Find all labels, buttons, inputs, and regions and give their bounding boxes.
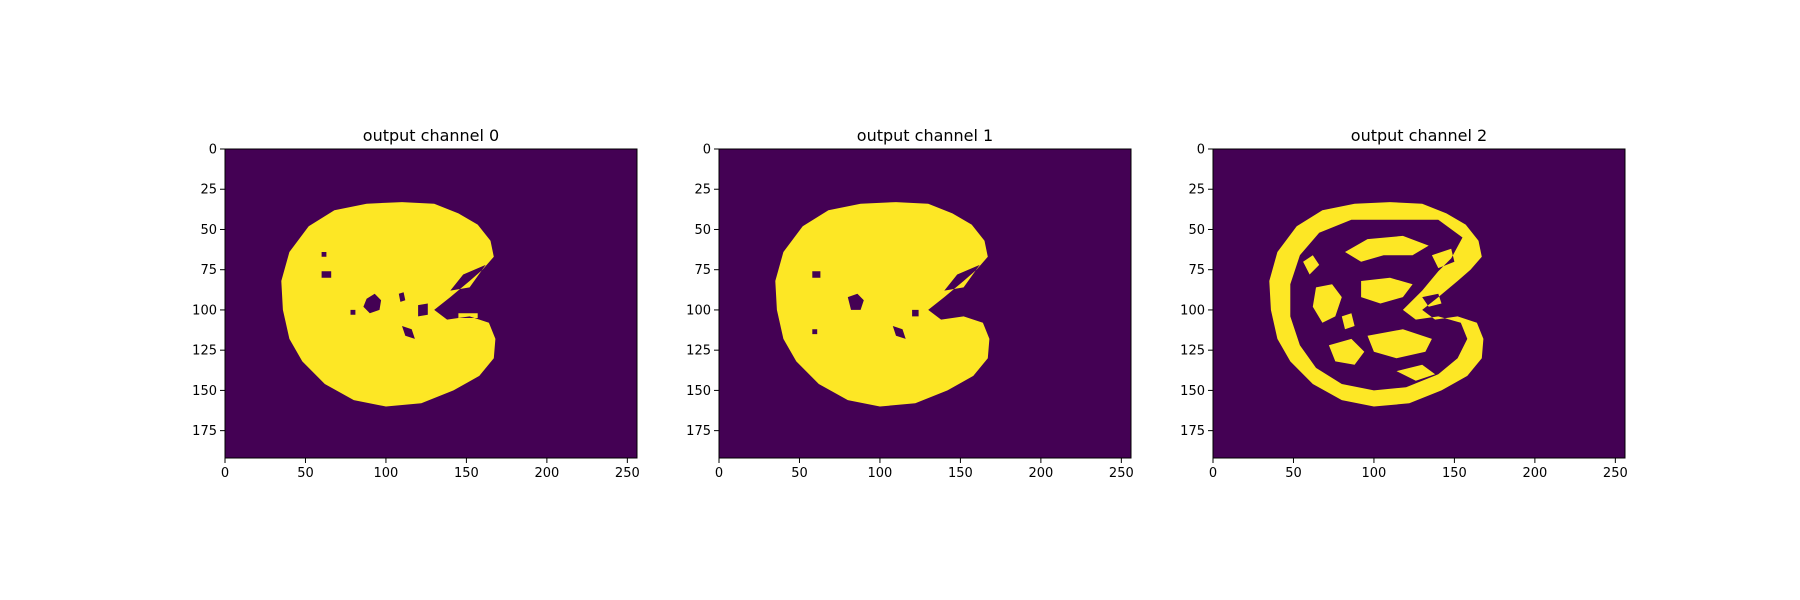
- panel-title: output channel 0: [363, 126, 499, 145]
- y-tick-label: 150: [686, 384, 711, 399]
- y-tick-label: 125: [686, 344, 711, 359]
- x-tick-label: 100: [868, 466, 893, 481]
- x-axis-ticks: 0 50 100 150 200 250: [221, 458, 640, 481]
- x-tick-label: 0: [221, 466, 229, 481]
- axes-frame: [224, 148, 638, 459]
- panel-channel-1: output channel 1 0 50 100 150 200 250 0 25 50 75…: [686, 126, 1134, 481]
- x-tick-label: 100: [1362, 466, 1387, 481]
- y-tick-label: 150: [1180, 384, 1205, 399]
- y-tick-label: 150: [192, 384, 217, 399]
- panel-title: output channel 1: [857, 126, 993, 145]
- y-tick-label: 100: [1180, 303, 1205, 318]
- x-tick-label: 50: [1285, 466, 1302, 481]
- y-tick-label: 125: [1180, 344, 1205, 359]
- x-tick-label: 150: [1442, 466, 1467, 481]
- y-tick-label: 75: [200, 263, 217, 278]
- panel-channel-0: output channel 0 0 50 100 150 200 250 0 25 50 75…: [192, 126, 640, 481]
- x-tick-label: 50: [791, 466, 808, 481]
- y-tick-label: 100: [686, 303, 711, 318]
- panel-title: output channel 2: [1351, 126, 1487, 145]
- axes-frame: [718, 148, 1132, 459]
- x-tick-label: 150: [454, 466, 479, 481]
- y-tick-label: 25: [1188, 183, 1205, 198]
- x-tick-label: 200: [534, 466, 559, 481]
- y-axis-ticks: 0 25 50 75 100 125 150 175: [686, 143, 719, 439]
- axes-frame: [1212, 148, 1626, 459]
- x-tick-label: 200: [1522, 466, 1547, 481]
- segmentation-mask: [1269, 202, 1484, 407]
- x-tick-label: 0: [1209, 466, 1217, 481]
- x-tick-label: 250: [1603, 466, 1628, 481]
- y-tick-label: 0: [703, 143, 711, 158]
- panel-channel-2: output channel 2 0 50 100 150 200 250 0 25 50 75…: [1180, 126, 1628, 481]
- x-tick-label: 250: [615, 466, 640, 481]
- x-tick-label: 100: [374, 466, 399, 481]
- y-tick-label: 175: [686, 424, 711, 439]
- x-axis-ticks: 0 50 100 150 200 250: [1209, 458, 1628, 481]
- y-tick-label: 25: [200, 183, 217, 198]
- y-tick-label: 0: [1197, 143, 1205, 158]
- x-axis-ticks: 0 50 100 150 200 250: [715, 458, 1134, 481]
- y-tick-label: 100: [192, 303, 217, 318]
- x-tick-label: 200: [1028, 466, 1053, 481]
- x-tick-label: 150: [948, 466, 973, 481]
- y-tick-label: 50: [200, 223, 217, 238]
- y-axis-ticks: 0 25 50 75 100 125 150 175: [192, 143, 225, 439]
- y-tick-label: 0: [209, 143, 217, 158]
- y-tick-label: 175: [192, 424, 217, 439]
- y-tick-label: 50: [1188, 223, 1205, 238]
- segmentation-mask: [775, 202, 990, 407]
- y-tick-label: 50: [694, 223, 711, 238]
- x-tick-label: 250: [1109, 466, 1134, 481]
- y-tick-label: 75: [694, 263, 711, 278]
- y-axis-ticks: 0 25 50 75 100 125 150 175: [1180, 143, 1213, 439]
- segmentation-mask: [281, 202, 496, 407]
- x-tick-label: 50: [297, 466, 314, 481]
- y-tick-label: 125: [192, 344, 217, 359]
- y-tick-label: 25: [694, 183, 711, 198]
- y-tick-label: 175: [1180, 424, 1205, 439]
- y-tick-label: 75: [1188, 263, 1205, 278]
- x-tick-label: 0: [715, 466, 723, 481]
